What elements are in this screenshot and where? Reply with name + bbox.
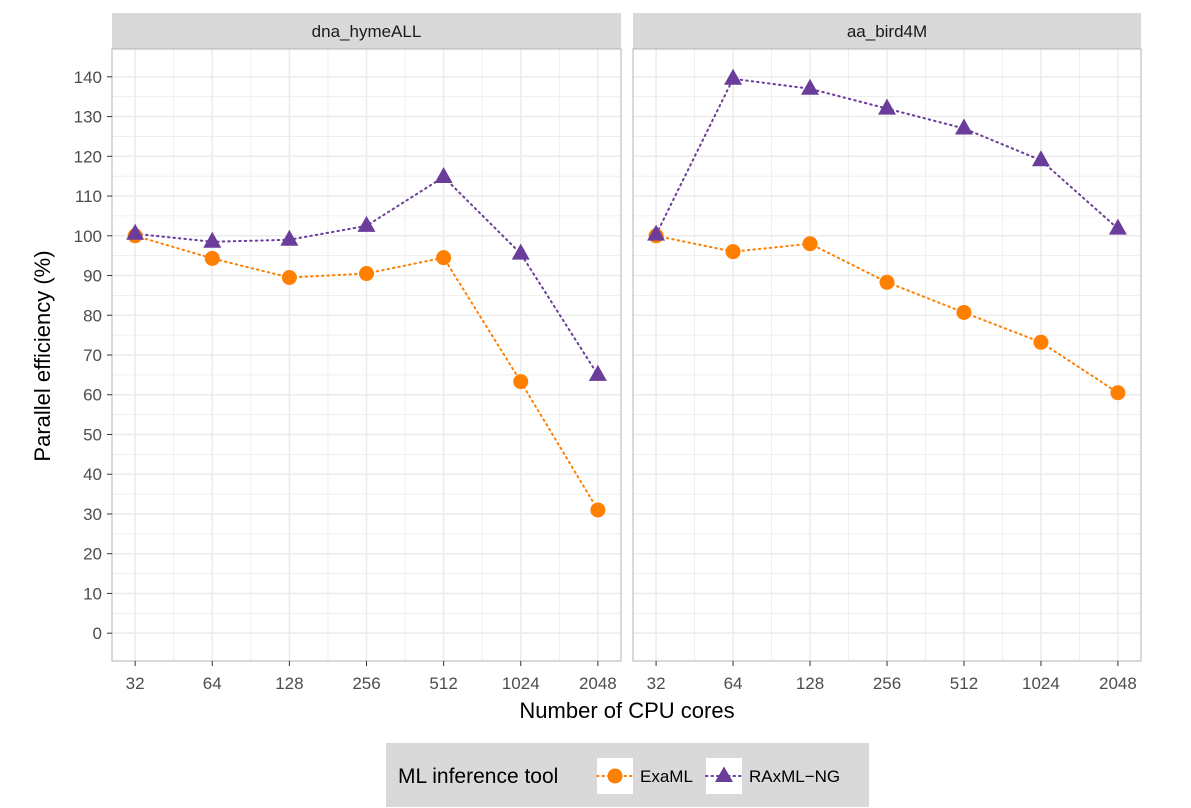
data-point-examl: [1110, 385, 1126, 401]
data-point-examl: [281, 270, 297, 286]
x-axis-title: Number of CPU cores: [519, 698, 734, 723]
y-tick-label: 60: [83, 386, 102, 405]
legend-key-examl: [596, 758, 634, 794]
panel-aa-bird4m: aa_bird4M: [632, 13, 1142, 662]
y-axis-title: Parallel efficiency (%): [30, 250, 55, 461]
y-tick-label: 110: [75, 187, 102, 206]
x-tick-label: 1024: [1022, 674, 1060, 693]
strip-aa-bird4m: [633, 13, 1141, 49]
y-tick-label: 40: [83, 465, 102, 484]
x-tick-label: 32: [126, 674, 145, 693]
data-point-raxml-ng: [203, 231, 222, 248]
data-point-examl: [956, 304, 972, 320]
panel-dna-hymeall: dna_hymeALL: [111, 13, 622, 662]
y-tick-label: 10: [83, 584, 102, 603]
x-tick-label: 512: [429, 674, 457, 693]
data-point-raxml-ng: [954, 118, 973, 135]
data-point-raxml-ng: [280, 229, 299, 246]
data-point-examl: [436, 250, 452, 266]
y-axis: 0 10 20 30 40 50 60 70 80 90 100 110 120 130 140: [74, 68, 112, 643]
data-point-raxml-ng: [878, 98, 896, 115]
strip-dna-hymeall: [112, 13, 621, 49]
data-point-examl: [1033, 334, 1049, 350]
data-point-raxml-ng: [801, 78, 820, 95]
data-point-raxml-ng: [434, 166, 453, 183]
legend: ML inference tool ExaML RAxML−NG: [386, 743, 869, 807]
data-point-examl: [802, 236, 818, 252]
x-axis: 32 64 128 256 512 1024 2048 32 64 128 256 512 1024 20…: [126, 661, 1137, 693]
legend-key-raxml-ng: [705, 758, 743, 794]
x-tick-label: 32: [647, 674, 666, 693]
data-point-raxml-ng: [1031, 150, 1050, 167]
legend-title: ML inference tool: [398, 765, 558, 788]
legend-key-examl-marker: [607, 768, 623, 784]
x-tick-label: 64: [203, 674, 222, 693]
y-tick-label: 140: [74, 68, 102, 87]
x-tick-label: 128: [275, 674, 303, 693]
data-point-raxml-ng: [588, 364, 607, 381]
x-tick-label: 64: [724, 674, 743, 693]
data-point-examl: [359, 266, 374, 282]
data-point-examl: [204, 250, 220, 266]
x-tick-label: 512: [950, 674, 978, 693]
strip-title-aa-bird4m: aa_bird4M: [847, 22, 927, 41]
legend-label-raxml-ng: RAxML−NG: [749, 767, 840, 786]
data-point-examl: [879, 274, 895, 290]
data-point-examl: [513, 374, 529, 390]
strip-title-dna-hymeall: dna_hymeALL: [312, 22, 422, 41]
y-tick-label: 120: [74, 147, 102, 166]
data-point-raxml-ng: [126, 223, 145, 240]
data-point-examl: [590, 502, 606, 518]
y-tick-label: 70: [83, 346, 102, 365]
y-tick-label: 30: [83, 505, 102, 524]
legend-label-examl: ExaML: [640, 767, 693, 786]
y-tick-label: 20: [83, 545, 102, 564]
y-tick-label: 80: [83, 306, 102, 325]
y-tick-label: 90: [83, 267, 102, 286]
x-tick-label: 2048: [1099, 674, 1137, 693]
y-tick-label: 100: [74, 227, 102, 246]
y-tick-label: 0: [93, 624, 102, 643]
x-tick-label: 256: [352, 674, 380, 693]
data-point-raxml-ng: [1108, 218, 1127, 235]
x-tick-label: 1024: [502, 674, 540, 693]
data-point-examl: [725, 244, 741, 260]
data-point-raxml-ng: [724, 68, 743, 85]
x-tick-label: 256: [873, 674, 901, 693]
data-point-raxml-ng: [511, 243, 530, 260]
x-tick-label: 128: [796, 674, 824, 693]
y-tick-label: 130: [74, 108, 102, 127]
y-tick-label: 50: [83, 425, 102, 444]
panels: dna_hymeALL aa_bird4M: [111, 13, 1142, 662]
data-point-raxml-ng: [647, 224, 666, 241]
legend-key-raxml-ng-marker: [715, 766, 733, 782]
data-point-raxml-ng: [357, 215, 376, 232]
x-tick-label: 2048: [579, 674, 617, 693]
